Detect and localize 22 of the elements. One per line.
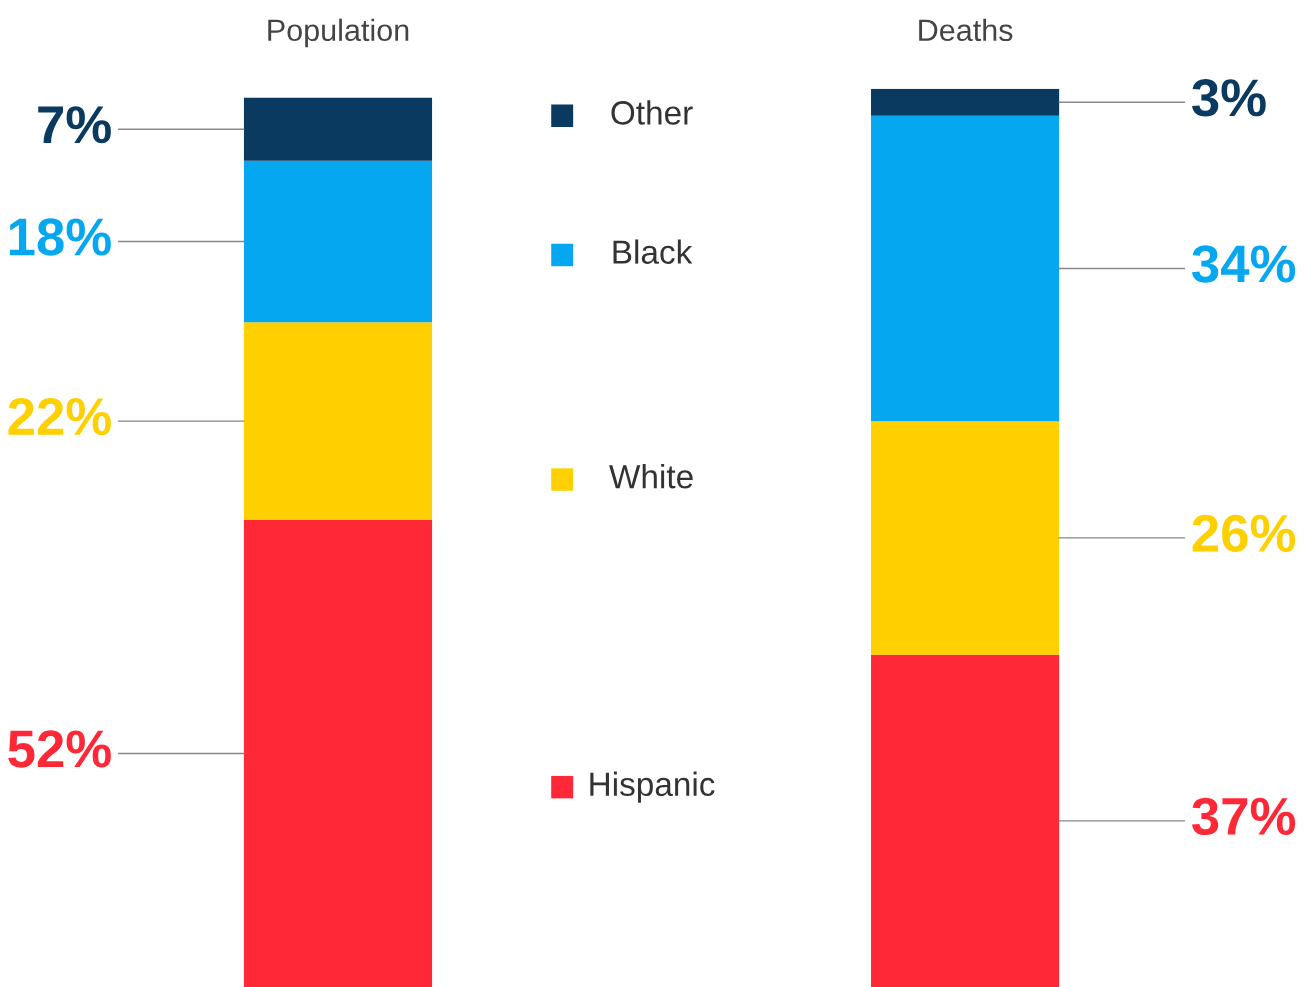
data-label: 26% xyxy=(1192,514,1296,553)
bar xyxy=(243,322,433,520)
data-label: 52% xyxy=(8,730,111,768)
bar xyxy=(243,97,433,161)
data-label: 7% xyxy=(38,106,111,144)
data-label: 18% xyxy=(9,218,111,256)
bar xyxy=(243,160,433,323)
legend-label: Hispanic xyxy=(590,771,715,803)
bar xyxy=(871,421,1060,655)
data-label: 3% xyxy=(1192,79,1266,117)
bar xyxy=(871,115,1060,422)
legend-label: Other xyxy=(611,100,693,125)
bar xyxy=(871,88,1060,116)
legend-label: Black xyxy=(613,239,693,264)
x-tick-label: Deaths xyxy=(919,18,1013,42)
data-label: 34% xyxy=(1192,245,1296,283)
bar xyxy=(871,654,1060,987)
bar xyxy=(243,519,433,987)
x-tick-label: Population xyxy=(268,18,409,48)
data-label: 37% xyxy=(1192,797,1296,836)
legend-label: White xyxy=(609,464,693,489)
data-label: 22% xyxy=(8,397,111,436)
